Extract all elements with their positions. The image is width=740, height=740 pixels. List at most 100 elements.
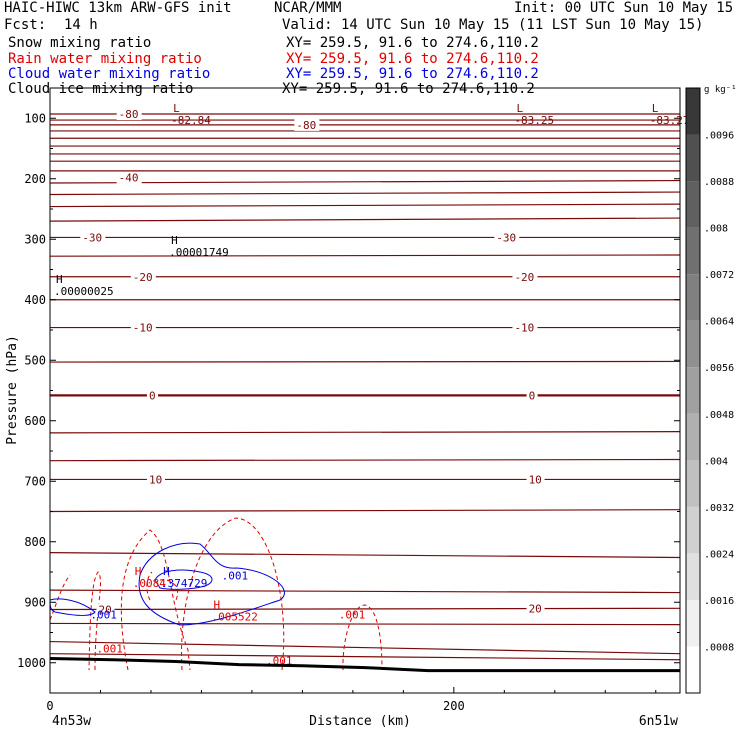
temperature-label: 0 (149, 389, 156, 402)
field-xy-cloud-water: XY= 259.5, 91.6 to 274.6,110.2 (286, 66, 539, 82)
field-name-cloud-ice: Cloud ice mixing ratio (8, 81, 194, 97)
colorbar-units: g kg⁻¹ (704, 85, 737, 95)
colorbar-swatch (686, 599, 700, 647)
contour-label-bg (512, 321, 538, 334)
field-name-cloud-water: Cloud water mixing ratio (8, 66, 211, 82)
temperature-label: -10 (514, 322, 534, 335)
field-name-rain: Rain water mixing ratio (8, 51, 202, 67)
rain-contour (120, 529, 191, 671)
temperature-minimum-letter: L (516, 102, 523, 115)
temperature-contour (49, 458, 681, 462)
contour-label-bg (146, 389, 158, 402)
contour-label-bg (130, 270, 156, 283)
contour-label-bg (512, 270, 538, 283)
temperature-minimum-value: -83.27 (650, 114, 690, 127)
cloud-contour (49, 598, 96, 616)
temperature-contour (49, 509, 681, 513)
temperature-label: 20 (98, 603, 111, 616)
temperature-contour (49, 254, 681, 257)
temperature-contours (49, 113, 681, 661)
temperature-contour (49, 191, 681, 196)
temperature-contour (49, 622, 681, 626)
rain-contour-label: .001 (339, 609, 366, 622)
snow-maximum-value: .00000025 (54, 285, 114, 298)
temperature-label: 20 (529, 603, 542, 616)
contour-label-bg (130, 321, 156, 334)
x-axis-label: Distance (km) (309, 714, 411, 729)
y-tick-label: 500 (24, 353, 46, 367)
temperature-contour (49, 607, 681, 611)
field-xy-snow: XY= 259.5, 91.6 to 274.6,110.2 (286, 35, 539, 51)
y-tick-label: 100 (24, 111, 46, 125)
temperature-label: -20 (133, 271, 153, 284)
temperature-minimum-letter: L (652, 102, 659, 115)
temperature-label: 10 (529, 473, 542, 486)
colorbar-swatch (686, 88, 700, 135)
contour-label-bg (526, 473, 545, 486)
y-tick-label: 900 (24, 595, 46, 609)
temperature-minimum-letter: L (173, 102, 180, 115)
model-title: HAIC-HIWC 13km ARW-GFS init (4, 0, 232, 16)
y-tick-label: 400 (24, 293, 46, 307)
colorbar-tick-label: .0056 (704, 363, 734, 374)
snow-maximum-letter: H (171, 234, 178, 247)
contour-label-bg (294, 118, 320, 131)
cloud-water-contours (49, 542, 285, 626)
cloud-water-maximum-letter: H (163, 565, 170, 578)
colorbar-tick-label: .0064 (704, 317, 734, 328)
temperature-label: -80 (119, 108, 139, 121)
org-label: NCAR/MMM (274, 0, 342, 16)
temperature-label: -30 (496, 231, 516, 244)
temperature-contour (49, 217, 681, 222)
rain-maximum-value: .0084 (133, 577, 166, 590)
temperature-contour (49, 653, 681, 661)
x-endpoint-right: 6n51w (639, 714, 678, 729)
snow-maximum-letter: H (56, 273, 63, 286)
y-tick-label: 800 (24, 535, 46, 549)
temperature-contour (49, 179, 681, 184)
cloud-contour (154, 569, 213, 590)
field-name-snow: Snow mixing ratio (8, 35, 152, 51)
colorbar-tick-label: .0088 (704, 177, 734, 188)
terrain-line (49, 657, 680, 673)
temperature-contour (49, 203, 681, 208)
colorbar-swatch (686, 227, 700, 275)
rain-maximum-letter: H (135, 565, 142, 578)
colorbar-swatch (686, 413, 700, 461)
contour-label-bg (494, 231, 520, 244)
colorbar-tick-label: .0016 (704, 596, 734, 607)
cloud-contour (138, 542, 285, 626)
contour-label-bg (526, 389, 538, 402)
rain-maximum-value: .005522 (212, 610, 258, 623)
rain-contour-label: .001 (96, 642, 123, 655)
init-time: Init: 00 UTC Sun 10 May 15 (514, 0, 734, 16)
temperature-label: -40 (119, 172, 139, 185)
colorbar-tick-label: .0072 (704, 270, 734, 281)
colorbar-swatch (686, 181, 700, 228)
temperature-contour (49, 431, 681, 434)
temperature-label: -10 (133, 322, 153, 335)
cloud-water-contour-label: .001 (90, 609, 117, 622)
temperature-contour (49, 589, 681, 594)
snow-maximum-value: .00001749 (169, 246, 229, 259)
colorbar: .0008 .0016 .0024 .0032 .004 .0048 .0056 .0064.… (685, 85, 737, 694)
x-tick-label: 200 (443, 699, 465, 713)
colorbar-tick-label: .0032 (704, 503, 734, 514)
rain-water-contours (49, 517, 383, 671)
y-axis-label: Pressure (hPa) (5, 335, 20, 445)
contour-label-bg (96, 603, 115, 616)
y-tick-label: 300 (24, 232, 46, 246)
colorbar-tick-label: .008 (704, 224, 728, 235)
colorbar-frame (685, 87, 701, 694)
colorbar-swatch (686, 646, 700, 693)
y-tick-label: 1000 (17, 656, 46, 670)
colorbar-swatch (686, 460, 700, 507)
temperature-label: 0 (529, 389, 536, 402)
x-tick-label: 0 (46, 699, 53, 713)
colorbar-swatch (686, 274, 700, 321)
rain-maximum-letter: H (214, 598, 221, 611)
contour-label-bg (116, 108, 142, 121)
